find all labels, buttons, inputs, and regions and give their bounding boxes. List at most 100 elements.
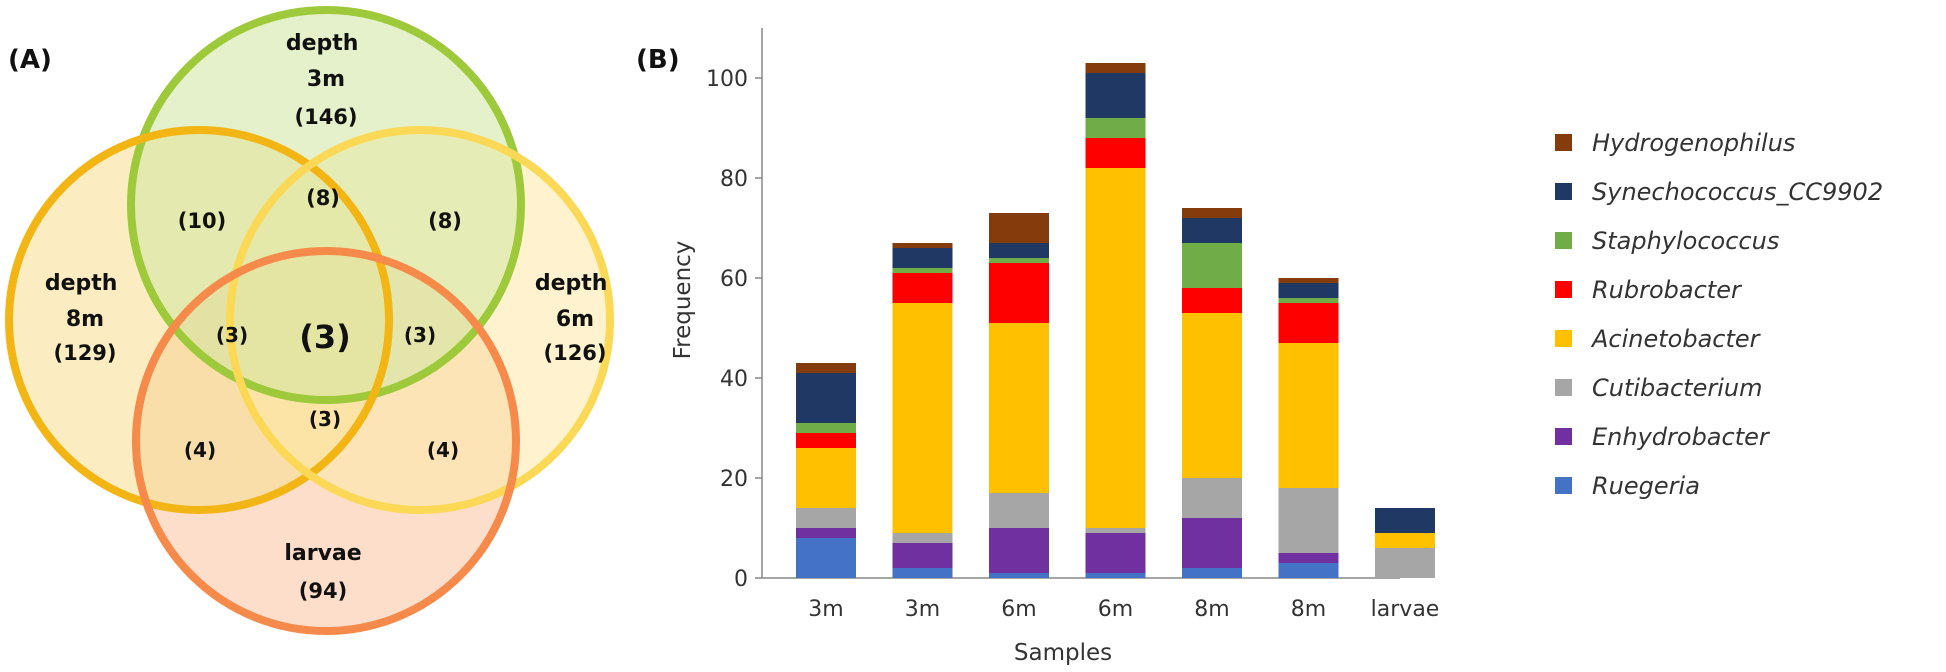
bar-segment-staphylococcus xyxy=(1278,298,1339,303)
set-name-depth-8m: depth 8m xyxy=(45,271,125,332)
legend-label: Enhydrobacter xyxy=(1592,423,1771,451)
legend-swatch xyxy=(1555,428,1572,445)
bar-segment-ruegeria xyxy=(1182,568,1242,578)
legend-label: Cutibacterium xyxy=(1592,374,1762,402)
bar-segment-synechococcus-cc9902 xyxy=(1278,283,1339,298)
bar-segment-rubrobacter xyxy=(796,433,856,448)
x-tick-label: 3m xyxy=(905,597,940,622)
set-count-depth-8m: (129) xyxy=(53,341,116,365)
region-3m-8m-larvae: (3) xyxy=(216,323,248,347)
legend-swatch xyxy=(1555,477,1572,494)
bar-segment-cutibacterium xyxy=(1085,528,1146,533)
bar-segment-acinetobacter xyxy=(1278,343,1339,488)
bar-segment-enhydrobacter xyxy=(796,528,856,538)
legend-label: Acinetobacter xyxy=(1590,325,1762,353)
bar-segment-enhydrobacter xyxy=(1182,518,1242,568)
venn-circle-larvae xyxy=(132,247,520,635)
panel-a-label: (A) xyxy=(8,45,52,75)
set-name-depth-3m: depth 3m xyxy=(286,31,366,92)
bar-segment-hydrogenophilus xyxy=(1085,63,1146,73)
region-3m-6m: (8) xyxy=(428,209,462,233)
x-tick-label: 3m xyxy=(808,597,843,622)
x-axis-title: Samples xyxy=(1014,640,1112,666)
bar-segment-acinetobacter xyxy=(796,448,856,508)
venn-circle-depth-6m xyxy=(226,126,614,514)
legend-label: Staphylococcus xyxy=(1592,227,1779,255)
bar-segment-acinetobacter xyxy=(1085,168,1146,528)
bar-segment-staphylococcus xyxy=(1085,118,1146,138)
x-tick-label: 6m xyxy=(1001,597,1036,622)
y-tick-label: 0 xyxy=(734,567,748,592)
legend-swatch xyxy=(1555,134,1572,151)
y-tick-label: 80 xyxy=(720,167,748,192)
bar-segment-synechococcus-cc9902 xyxy=(1182,218,1242,243)
legend-swatch xyxy=(1555,281,1572,298)
set-name-larvae: larvae xyxy=(284,541,361,566)
region-8m-larvae: (4) xyxy=(184,438,216,462)
region-3m-8m: (10) xyxy=(178,209,226,233)
region-3m-6m-larvae: (3) xyxy=(404,323,436,347)
y-tick-label: 100 xyxy=(706,67,748,92)
bar-segment-ruegeria xyxy=(1278,563,1339,578)
region-6m-larvae: (4) xyxy=(427,438,459,462)
bar-segment-cutibacterium xyxy=(1278,488,1339,553)
panel-b-label: (B) xyxy=(636,45,680,75)
bar-segment-enhydrobacter xyxy=(892,543,953,568)
bar-segment-synechococcus-cc9902 xyxy=(892,248,953,268)
bar-segment-ruegeria xyxy=(989,573,1049,578)
bar-segment-acinetobacter xyxy=(1182,313,1242,478)
region-8m-6m-larvae: (3) xyxy=(309,407,341,431)
y-axis-title: Frequency xyxy=(670,241,696,360)
bar-segment-rubrobacter xyxy=(892,273,953,303)
venn-circle-depth-3m xyxy=(127,6,525,404)
set-name-line: depth xyxy=(535,271,608,296)
set-name-line: depth xyxy=(45,271,118,296)
legend-swatch xyxy=(1555,379,1572,396)
legend-label: Rubrobacter xyxy=(1592,276,1743,304)
bar-segment-rubrobacter xyxy=(1278,303,1339,343)
set-name-line: 8m xyxy=(66,307,104,332)
bar-segment-rubrobacter xyxy=(1182,288,1242,313)
bar-segment-enhydrobacter xyxy=(989,528,1049,573)
set-name-line: depth xyxy=(286,31,359,56)
legend-swatch xyxy=(1555,183,1572,200)
legend-label: Ruegeria xyxy=(1592,472,1700,500)
bar-segment-acinetobacter xyxy=(989,323,1049,493)
set-count-depth-3m: (146) xyxy=(294,105,357,129)
x-tick-label: larvae xyxy=(1371,597,1440,622)
y-tick-label: 40 xyxy=(720,367,748,392)
bar-segment-cutibacterium xyxy=(989,493,1049,528)
bar-segment-acinetobacter xyxy=(892,303,953,533)
bar-segment-hydrogenophilus xyxy=(1182,208,1242,218)
x-tick-label: 6m xyxy=(1098,597,1133,622)
region-all: (3) xyxy=(299,318,351,356)
bar-segment-cutibacterium xyxy=(1182,478,1242,518)
venn-diagram: (A) depth 3m (146) depth 8m (129) depth … xyxy=(5,6,615,635)
legend: Hydrogenophilus Synechococcus_CC9902 Staph… xyxy=(1555,129,1883,500)
bar-segment-cutibacterium xyxy=(796,508,856,528)
region-3m-8m-6m: (8) xyxy=(306,186,340,210)
bar-segment-hydrogenophilus xyxy=(1278,278,1339,283)
bar-segment-hydrogenophilus xyxy=(796,363,856,373)
set-name-line: 6m xyxy=(556,307,594,332)
bar-segment-synechococcus-cc9902 xyxy=(796,373,856,423)
bar-segment-hydrogenophilus xyxy=(892,243,953,248)
plot-area: 0 20 40 60 80 100 3m 3m 6m 6m 8m 8m larvae xyxy=(706,28,1439,622)
bar-segment-ruegeria xyxy=(892,568,953,578)
bar-segment-enhydrobacter xyxy=(1278,553,1339,563)
x-tick-label: 8m xyxy=(1194,597,1229,622)
bar-segment-staphylococcus xyxy=(892,268,953,273)
y-tick-label: 20 xyxy=(720,467,748,492)
set-name-line: 3m xyxy=(307,67,345,92)
set-name-depth-6m: depth 6m xyxy=(535,271,615,332)
bar-segment-synechococcus-cc9902 xyxy=(989,243,1049,258)
bar-segment-cutibacterium xyxy=(1375,548,1435,578)
y-tick-label: 60 xyxy=(720,267,748,292)
legend-label: Hydrogenophilus xyxy=(1592,129,1795,157)
bar-segment-cutibacterium xyxy=(892,533,953,543)
set-count-larvae: (94) xyxy=(299,579,347,603)
legend-swatch xyxy=(1555,232,1572,249)
bar-segment-ruegeria xyxy=(1085,573,1146,578)
legend-label: Synechococcus_CC9902 xyxy=(1592,178,1883,206)
